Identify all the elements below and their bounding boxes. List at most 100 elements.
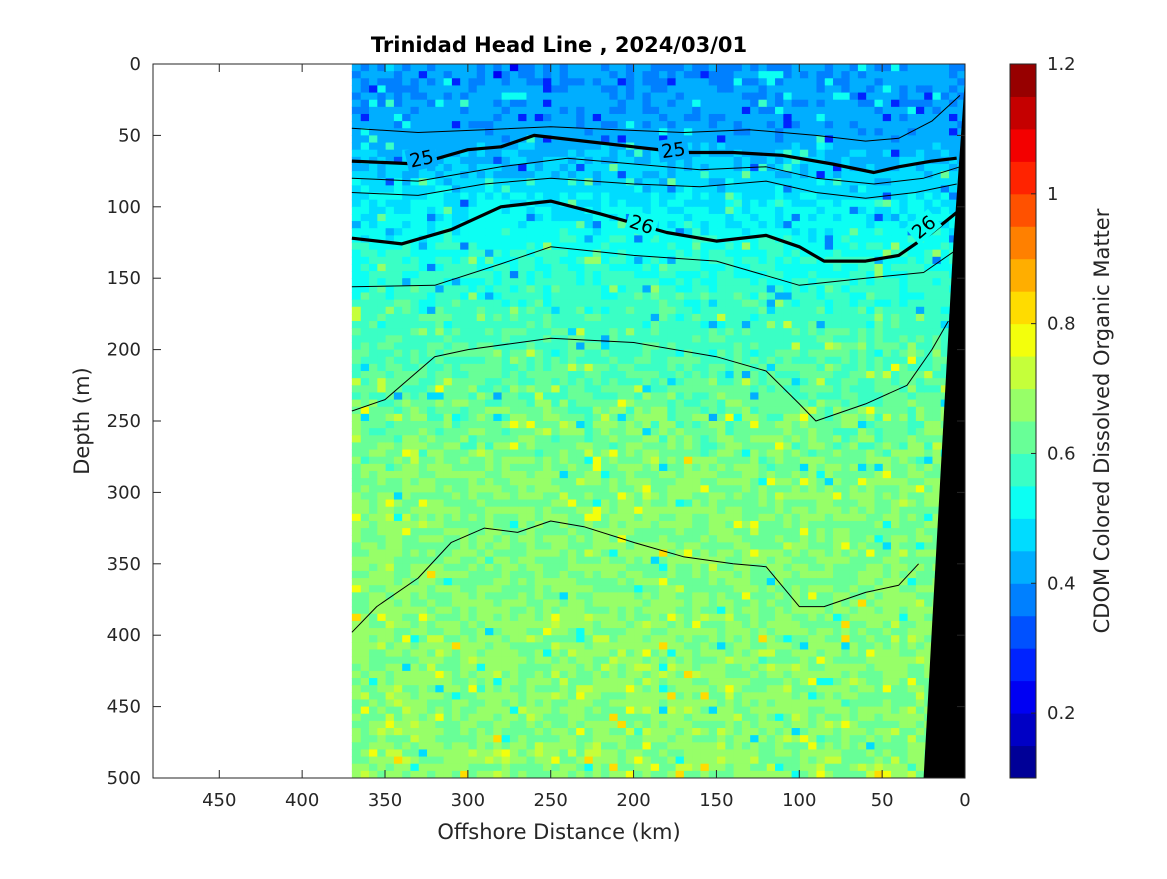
cdom-cell <box>757 656 767 665</box>
cdom-cell <box>691 328 701 336</box>
cdom-cell <box>807 756 817 765</box>
cdom-cell <box>583 728 593 736</box>
cdom-cell <box>583 349 593 358</box>
cdom-cell <box>592 770 602 778</box>
cdom-cell <box>567 749 577 758</box>
cdom-cell <box>600 649 610 658</box>
cdom-cell <box>567 456 577 465</box>
cdom-cell <box>708 578 718 586</box>
cdom-cell <box>857 149 867 158</box>
cdom-cell <box>666 670 676 679</box>
cdom-cell <box>741 342 751 351</box>
cdom-cell <box>766 349 776 358</box>
cdom-cell <box>832 442 842 451</box>
cdom-cell <box>907 635 916 643</box>
cdom-cell <box>766 456 776 465</box>
cdom-cell <box>782 185 792 194</box>
cdom-cell <box>849 213 858 222</box>
cdom-cell <box>840 413 850 422</box>
cdom-cell <box>666 649 676 658</box>
cdom-cell <box>882 413 892 422</box>
cdom-cell <box>741 335 751 344</box>
cdom-cell <box>675 513 684 522</box>
cdom-cell <box>931 71 941 79</box>
cdom-cell <box>625 342 635 351</box>
cdom-cell <box>849 249 858 258</box>
cdom-cell <box>691 156 701 165</box>
cdom-cell <box>849 428 858 436</box>
cdom-cell <box>923 485 933 493</box>
cdom-cell <box>733 485 742 493</box>
cdom-cell <box>840 506 850 515</box>
cdom-cell <box>873 306 883 315</box>
cdom-cell <box>617 313 626 322</box>
cdom-cell <box>683 499 693 508</box>
cdom-cell <box>791 620 800 629</box>
cdom-cell <box>815 563 825 572</box>
cdom-cell <box>550 442 560 451</box>
cdom-cell <box>567 271 577 279</box>
cdom-cell <box>559 528 568 536</box>
cdom-cell <box>641 692 651 701</box>
cdom-cell <box>799 71 809 79</box>
cdom-cell <box>915 670 925 679</box>
cdom-cell <box>583 692 593 701</box>
cdom-cell <box>815 378 825 386</box>
cdom-cell <box>625 121 635 129</box>
cdom-cell <box>824 528 834 536</box>
cdom-cell <box>600 335 610 344</box>
cdom-cell <box>807 135 817 144</box>
cdom-cell <box>824 556 834 565</box>
cdom-cell <box>849 106 858 115</box>
cdom-cell <box>724 428 734 436</box>
cdom-cell <box>559 435 568 444</box>
cdom-cell <box>567 235 577 244</box>
cdom-cell <box>592 578 602 586</box>
cdom-cell <box>931 149 941 158</box>
cdom-cell <box>832 413 842 422</box>
cdom-cell <box>849 206 858 215</box>
cdom-cell <box>716 399 726 408</box>
cdom-cell <box>708 770 718 778</box>
cdom-cell <box>766 692 776 701</box>
cdom-cell <box>708 549 718 558</box>
cdom-cell <box>550 520 560 529</box>
cdom-cell <box>923 678 933 686</box>
cdom-cell <box>617 213 626 222</box>
cdom-cell <box>733 499 742 508</box>
cdom-cell <box>940 292 950 301</box>
cdom-cell <box>832 513 842 522</box>
cdom-cell <box>708 442 718 451</box>
cdom-cell <box>575 349 585 358</box>
cdom-cell <box>625 299 635 308</box>
cdom-cell <box>873 392 883 401</box>
cdom-cell <box>559 613 568 622</box>
cdom-cell <box>923 271 933 279</box>
cdom-cell <box>757 535 767 543</box>
cdom-cell <box>675 720 684 729</box>
cdom-cell <box>857 663 867 672</box>
cdom-cell <box>658 699 668 708</box>
cdom-cell <box>550 149 560 158</box>
cdom-cell <box>799 99 809 108</box>
cdom-cell <box>741 421 751 429</box>
cdom-cell <box>708 692 718 701</box>
cdom-cell <box>741 663 751 672</box>
cdom-cell <box>807 506 817 515</box>
cdom-cell <box>625 449 635 458</box>
cdom-cell <box>699 649 709 658</box>
cdom-cell <box>815 742 825 751</box>
cdom-cell <box>675 64 684 72</box>
cdom-cell <box>633 513 643 522</box>
cdom-cell <box>691 613 701 622</box>
cdom-cell <box>666 456 676 465</box>
cdom-cell <box>857 142 867 151</box>
cdom-cell <box>708 221 718 229</box>
cdom-cell <box>915 535 925 543</box>
cdom-cell <box>666 492 676 501</box>
cdom-cell <box>931 64 941 72</box>
cdom-cell <box>782 742 792 751</box>
cdom-cell <box>757 313 767 322</box>
cdom-cell <box>923 263 933 272</box>
cdom-cell <box>824 92 834 101</box>
